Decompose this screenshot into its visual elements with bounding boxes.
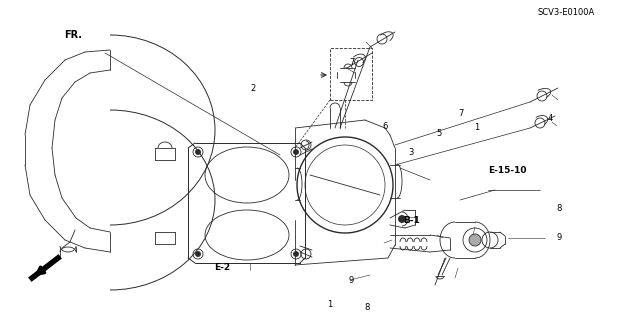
Text: 9: 9 (557, 233, 562, 242)
Text: 9: 9 (348, 276, 353, 285)
Text: 3: 3 (408, 148, 413, 157)
Text: 8: 8 (364, 303, 369, 312)
Text: FR.: FR. (64, 30, 82, 40)
Text: E-2: E-2 (214, 263, 230, 272)
Text: 2: 2 (251, 84, 256, 93)
Bar (330, 48, 372, 100)
Circle shape (195, 150, 200, 154)
Text: 1: 1 (327, 300, 332, 309)
Text: 7: 7 (458, 109, 463, 118)
Circle shape (294, 251, 298, 256)
Circle shape (399, 216, 406, 222)
Text: 8: 8 (557, 204, 562, 213)
Text: SCV3-E0100A: SCV3-E0100A (538, 8, 595, 17)
Text: E-15-10: E-15-10 (488, 166, 526, 175)
Text: 5: 5 (436, 130, 442, 138)
Circle shape (294, 150, 298, 154)
Text: 6: 6 (383, 122, 388, 131)
Text: 7: 7 (349, 58, 354, 67)
Text: 1: 1 (474, 123, 479, 132)
Circle shape (195, 251, 200, 256)
Circle shape (469, 234, 481, 246)
Text: B-1: B-1 (403, 216, 420, 225)
Text: 4: 4 (547, 114, 552, 122)
